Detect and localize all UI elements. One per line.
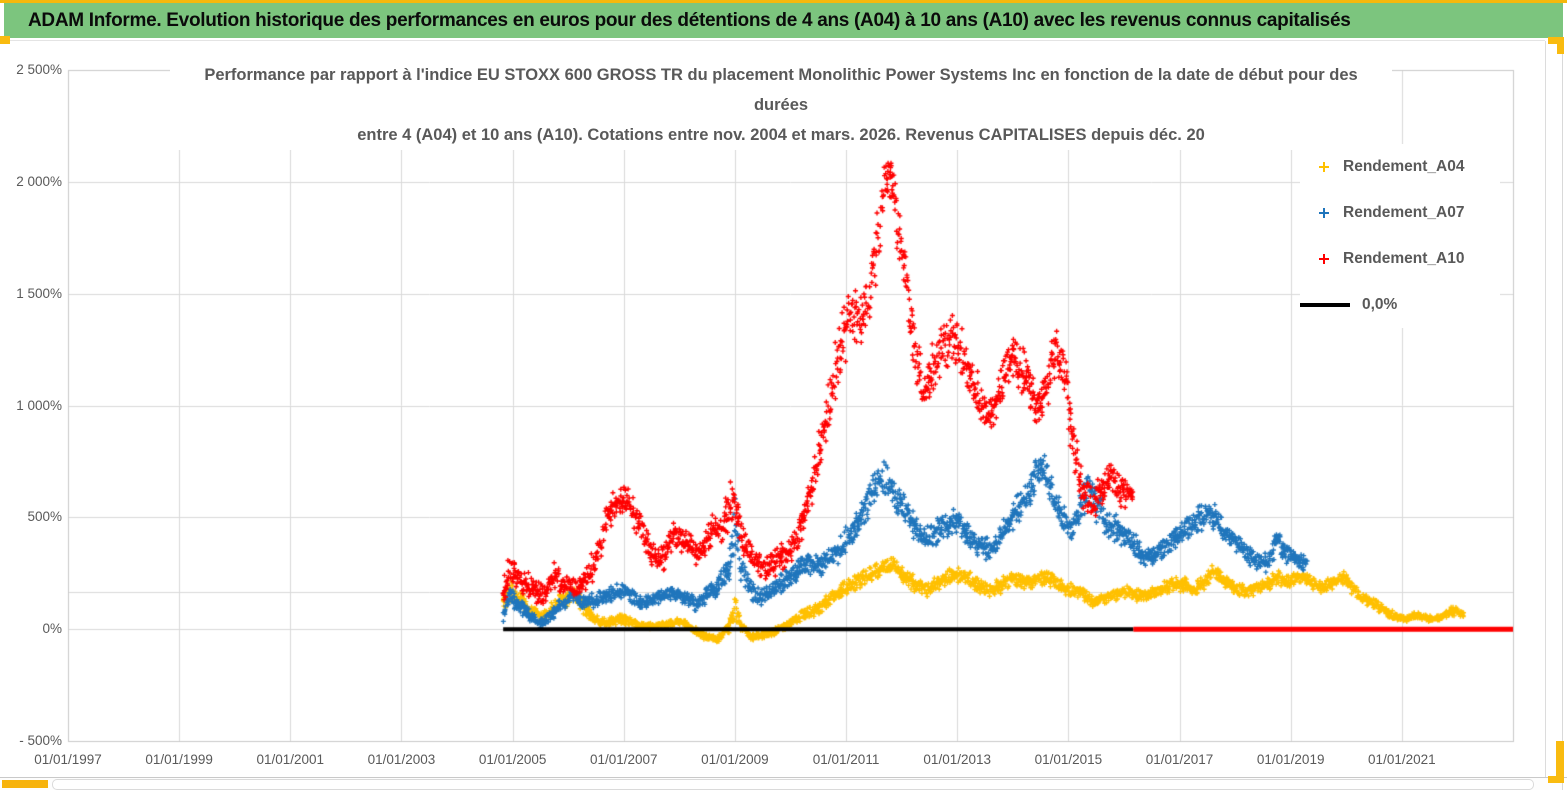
- page-border-right: [1562, 0, 1563, 790]
- chart-border-top: [4, 40, 1545, 41]
- chart-title-line-3: entre 4 (A04) et 10 ans (A10). Cotations…: [357, 126, 1205, 144]
- y-tick-label: 0%: [42, 621, 62, 637]
- legend-plus-marker-icon: [1318, 161, 1331, 174]
- selection-corner-bottom-right: [1548, 776, 1564, 783]
- chart-title-line-1: Performance par rapport à l'indice EU ST…: [204, 66, 1358, 84]
- legend-item-rendement-a04: Rendement_A04: [1300, 144, 1500, 190]
- x-tick-label: 01/01/2003: [367, 752, 436, 767]
- banner-title: ADAM Informe. Evolution historique des p…: [28, 9, 1351, 31]
- x-tick-label: 01/01/2005: [478, 752, 547, 767]
- chart-title-line-2: durées: [753, 96, 809, 114]
- selection-corner-top-right-v: [1557, 37, 1564, 54]
- y-tick-label: 500%: [27, 509, 62, 525]
- x-tick-label: 01/01/2009: [701, 752, 769, 767]
- y-tick-label: - 500%: [19, 733, 62, 748]
- legend-plus-marker-icon: [1318, 253, 1331, 266]
- legend-line-marker-icon: [1300, 302, 1350, 308]
- selection-corner-bottom-right-v: [1556, 741, 1564, 783]
- x-tick-label: 01/01/2011: [812, 752, 880, 767]
- bottom-divider: [0, 777, 1567, 778]
- chart-border-right: [1545, 41, 1546, 777]
- selection-corner-top-right: [1548, 37, 1564, 44]
- legend-plus-marker-icon: [1318, 207, 1331, 220]
- x-tick-label: 01/01/1999: [145, 752, 213, 767]
- legend-label: Rendement_A10: [1343, 250, 1465, 267]
- x-tick-label: 01/01/2017: [1145, 752, 1214, 767]
- legend-item-0-0-: 0,0%: [1300, 282, 1500, 328]
- chart-title: Performance par rapport à l'indice EU ST…: [170, 60, 1392, 150]
- chart-legend: Rendement_A04 Rendement_A07 Rendement_A10 0…: [1300, 144, 1500, 328]
- y-tick-label: 1 000%: [16, 397, 62, 413]
- legend-label: Rendement_A04: [1343, 158, 1465, 175]
- x-tick-label: 01/01/2015: [1034, 752, 1103, 767]
- banner: ADAM Informe. Evolution historique des p…: [4, 3, 1563, 38]
- y-tick-label: 1 500%: [16, 285, 62, 301]
- top-border-accent: [0, 0, 1567, 3]
- x-tick-label: 01/01/2007: [589, 752, 658, 767]
- y-tick-label: 2 000%: [16, 173, 62, 189]
- legend-label: 0,0%: [1362, 296, 1398, 313]
- x-tick-label: 01/01/2021: [1368, 752, 1436, 767]
- legend-item-rendement-a10: Rendement_A10: [1300, 236, 1500, 282]
- scrollbar-thumb[interactable]: [52, 779, 1534, 790]
- x-tick-label: 01/01/2001: [256, 752, 325, 767]
- y-tick-label: 2 500%: [16, 62, 62, 77]
- legend-label: Rendement_A07: [1343, 204, 1465, 221]
- selection-corner-top-left: [0, 36, 10, 44]
- x-tick-label: 01/01/2013: [923, 752, 991, 767]
- x-tick-label: 01/01/2019: [1256, 752, 1325, 767]
- legend-item-rendement-a07: Rendement_A07: [1300, 190, 1500, 236]
- scrollbar-left-accent: [2, 780, 48, 788]
- x-tick-label: 01/01/1997: [34, 752, 102, 767]
